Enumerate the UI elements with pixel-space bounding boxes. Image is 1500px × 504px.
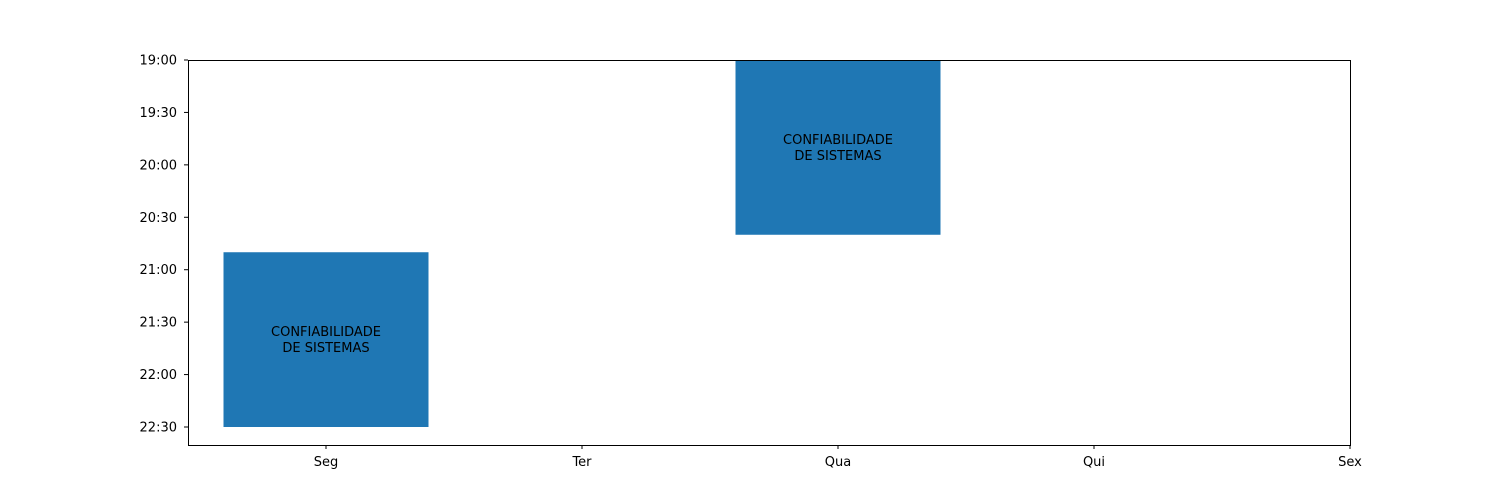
y-tick-label: 21:00 [140, 263, 177, 278]
y-tick-label: 19:00 [140, 54, 177, 69]
x-tick-label: Ter [571, 455, 592, 470]
event-label: CONFIABILIDADE [271, 325, 381, 340]
y-tick-label: 22:30 [140, 421, 177, 436]
y-tick-label: 22:00 [140, 368, 177, 383]
x-tick-label: Qui [1083, 455, 1105, 470]
x-tick-label: Sex [1338, 455, 1362, 470]
x-tick-label: Seg [314, 455, 339, 470]
y-tick-label: 20:00 [140, 158, 177, 173]
event-label: CONFIABILIDADE [783, 133, 893, 148]
y-tick-label: 20:30 [140, 211, 177, 226]
event-bar [735, 60, 941, 235]
event-label: DE SISTEMAS [794, 149, 881, 164]
event-bar [223, 252, 429, 427]
event-label: DE SISTEMAS [282, 341, 369, 356]
y-tick-label: 21:30 [140, 316, 177, 331]
axes-frame [188, 60, 1351, 446]
y-tick-label: 19:30 [140, 106, 177, 121]
x-tick-label: Qua [825, 455, 851, 470]
